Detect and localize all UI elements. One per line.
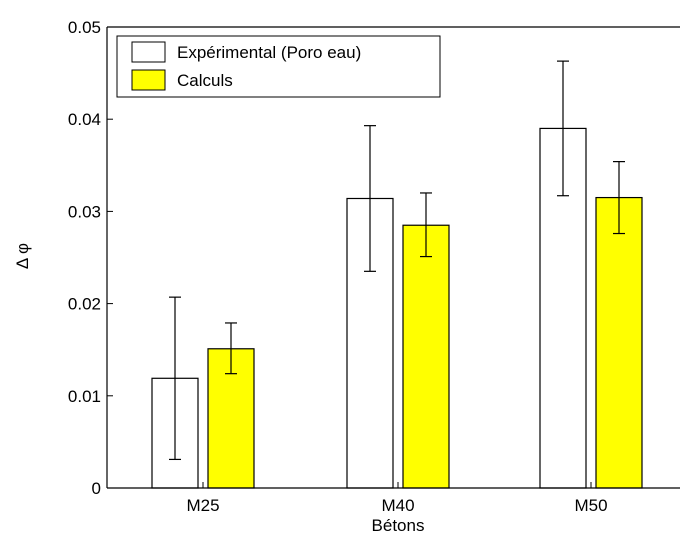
bar-calculs-m25 (207, 348, 255, 489)
y-axis-title: Δ φ (13, 243, 32, 269)
y-tick-label: 0.02 (68, 295, 101, 314)
x-tick-label: M40 (381, 496, 414, 515)
x-axis-title: Bétons (372, 516, 425, 535)
bar-calculs-m50 (595, 196, 643, 489)
legend-swatch-calculs (131, 69, 166, 91)
y-tick-label: 0.05 (68, 18, 101, 37)
y-tick-label: 0.04 (68, 110, 101, 129)
legend-label-experimental: Expérimental (Poro eau) (177, 43, 361, 62)
bar-calculs-m40 (402, 224, 450, 489)
y-tick-label: 0.01 (68, 387, 101, 406)
legend-label-calculs: Calculs (177, 71, 233, 90)
legend-box (116, 35, 441, 98)
x-tick-label: M50 (574, 496, 607, 515)
bars-layer (151, 127, 643, 489)
legend-swatch-experimental (131, 41, 166, 63)
y-tick-label: 0 (92, 479, 101, 498)
error-bars-layer (169, 60, 625, 461)
legend: Expérimental (Poro eau) Calculs (116, 35, 441, 98)
x-tick-label: M25 (186, 496, 219, 515)
y-tick-label: 0.03 (68, 202, 101, 221)
ticks-layer: 0 0.01 0.02 0.03 0.04 0.05 M25 M40 M50 (68, 18, 608, 515)
